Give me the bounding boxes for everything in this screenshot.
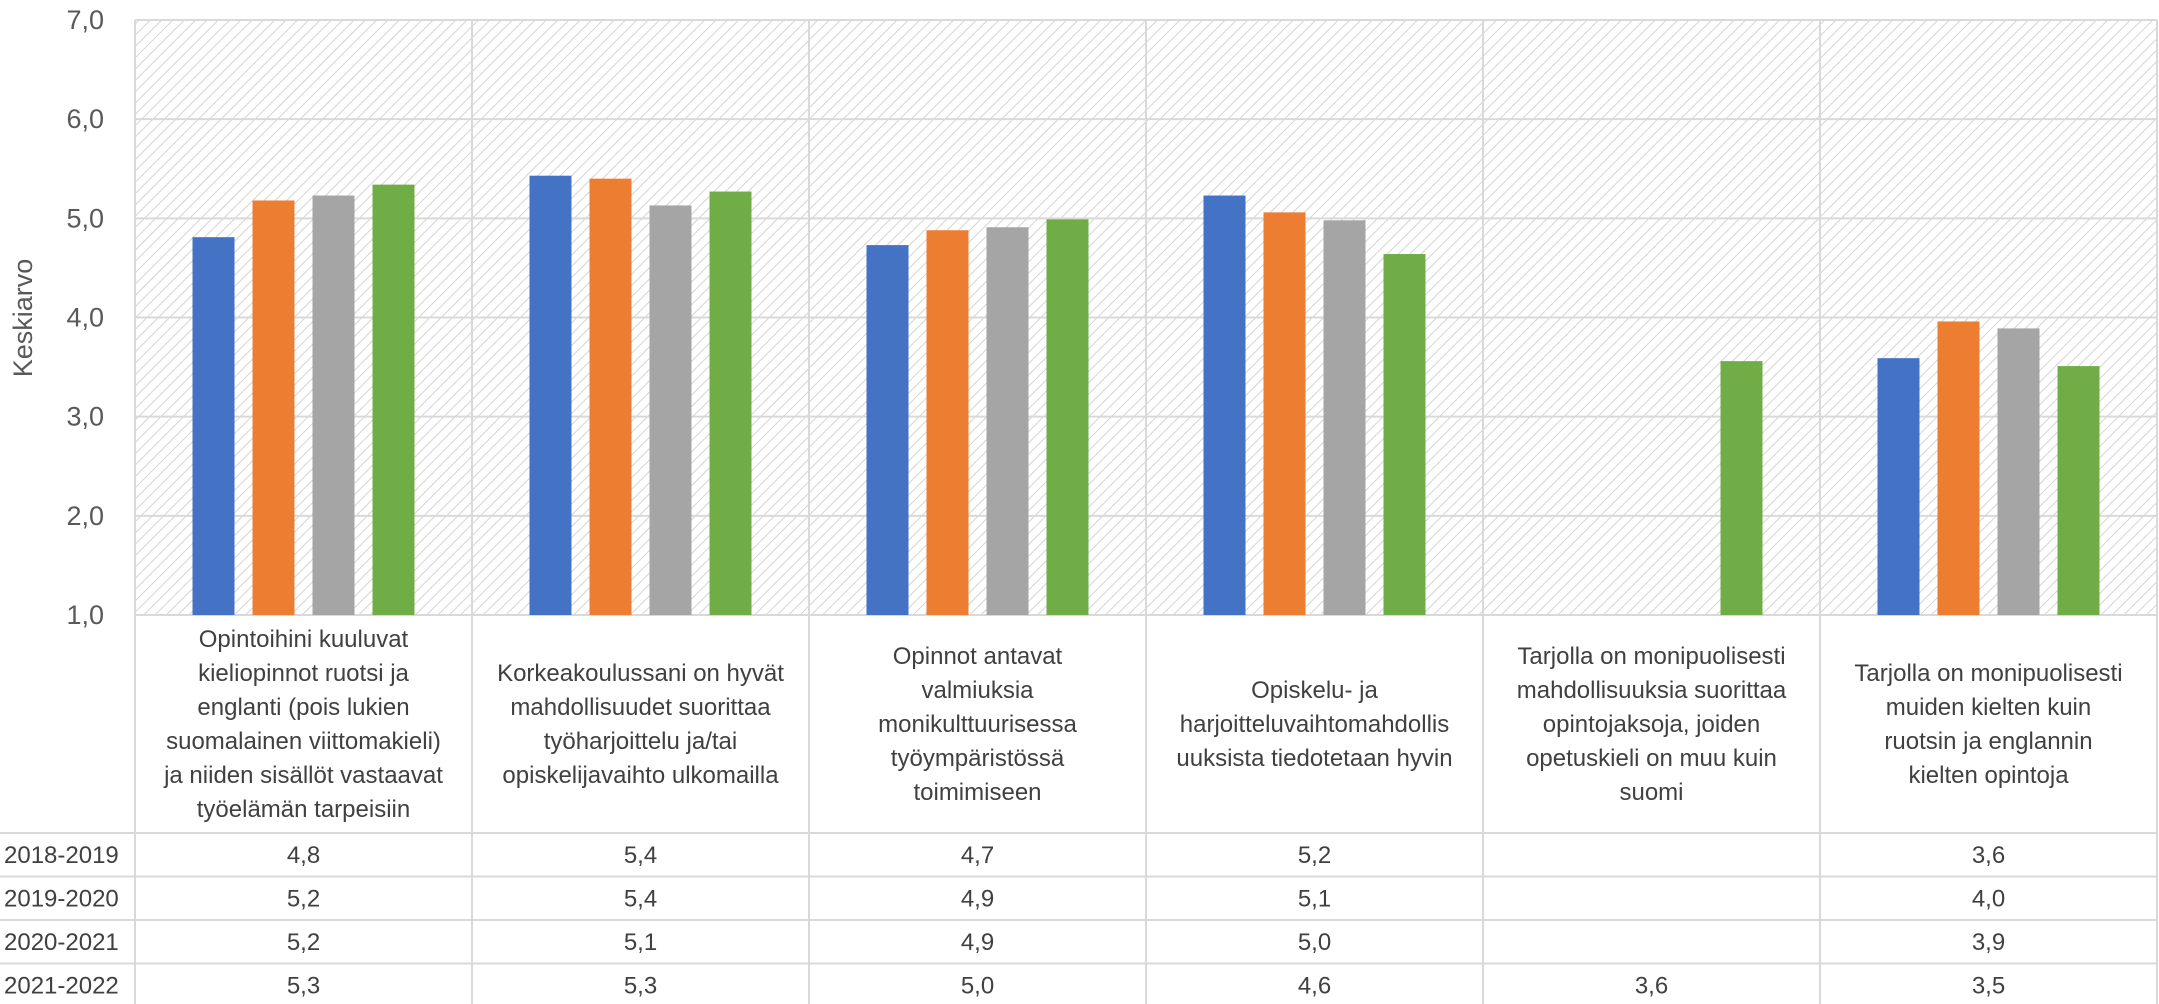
table-cell: 5,1	[624, 929, 657, 956]
table-row-header: 2018-2019	[4, 842, 119, 869]
category-label: Korkeakoulussani on hyvät mahdollisuudet …	[497, 660, 784, 789]
table-cell: 3,9	[1972, 929, 2005, 956]
bar	[709, 191, 752, 615]
bar	[1263, 212, 1306, 615]
y-tick-label: 3,0	[66, 402, 104, 432]
table-cell: 3,6	[1635, 972, 1668, 999]
table-cell: 5,2	[1298, 842, 1331, 869]
table-cell: 4,9	[961, 929, 994, 956]
y-tick-label: 1,0	[66, 600, 104, 630]
bar	[1997, 328, 2040, 615]
bar	[589, 178, 632, 615]
category-label: Tarjolla on monipuolisesti muiden kielten…	[1854, 660, 2122, 789]
table-cell: 5,3	[624, 972, 657, 999]
bar	[2057, 366, 2100, 615]
bar	[1383, 254, 1426, 616]
category-label: Tarjolla on monipuolisesti mahdollisuuksi…	[1517, 643, 1787, 806]
table-cell: 5,0	[1298, 929, 1331, 956]
y-tick-label: 2,0	[66, 501, 104, 531]
bar	[1937, 321, 1980, 615]
table-row: 2018-2019 4,8 5,4 4,7 5,2 3,6	[4, 842, 2005, 869]
table-row: 2020-2021 5,2 5,1 4,9 5,0 3,9	[4, 929, 2005, 956]
table-cell: 4,8	[287, 842, 320, 869]
table-cell: 3,5	[1972, 972, 2005, 999]
bar	[312, 195, 355, 615]
table-row-header: 2021-2022	[4, 972, 119, 999]
table-cell: 5,1	[1298, 885, 1331, 912]
y-tick-label: 4,0	[66, 303, 104, 333]
y-axis: 1,0 2,0 3,0 4,0 5,0 6,0 7,0	[66, 5, 104, 630]
y-tick-label: 7,0	[66, 5, 104, 35]
bar	[529, 175, 572, 616]
table-cell: 5,2	[287, 885, 320, 912]
bar	[1877, 358, 1920, 615]
table-row-header: 2019-2020	[4, 885, 119, 912]
table-cell: 5,3	[287, 972, 320, 999]
category-label: Opinnot antavat valmiuksia monikulttuurise…	[878, 643, 1077, 806]
table-cell: 4,6	[1298, 972, 1331, 999]
table-row-header: 2020-2021	[4, 929, 119, 956]
table-cell: 3,6	[1972, 842, 2005, 869]
category-label: Opintoihini kuuluvat kieliopinnot ruotsi …	[163, 626, 443, 823]
bar	[649, 205, 692, 616]
gridlines	[134, 19, 2158, 1004]
data-table: 2018-2019 4,8 5,4 4,7 5,2 3,6 2019-2020 5,2 5,4 4…	[0, 832, 2157, 999]
table-cell: 5,2	[287, 929, 320, 956]
bar	[252, 200, 295, 615]
y-tick-label: 6,0	[66, 104, 104, 134]
table-cell: 5,0	[961, 972, 994, 999]
table-cell: 4,0	[1972, 885, 2005, 912]
table-row: 2019-2020 5,2 5,4 4,9 5,1 4,0	[4, 885, 2005, 912]
category-labels: Opintoihini kuuluvat kieliopinnot ruotsi …	[163, 626, 2122, 823]
bar	[1203, 195, 1246, 615]
table-cell: 4,7	[961, 842, 994, 869]
y-axis-title: Keskiarvo	[8, 259, 38, 378]
bar	[986, 227, 1029, 615]
table-row: 2021-2022 5,3 5,3 5,0 4,6 3,6 3,5	[4, 972, 2005, 999]
table-cell: 5,4	[624, 842, 657, 869]
bar	[1720, 361, 1763, 615]
bar	[192, 237, 235, 616]
bar-series	[192, 175, 2100, 616]
bar	[1046, 219, 1089, 615]
bar	[926, 230, 969, 615]
bar	[1323, 220, 1366, 616]
bar	[866, 245, 909, 615]
category-label: Opiskelu- ja harjoitteluvaihtomahdollis uu…	[1176, 677, 1452, 772]
y-tick-label: 5,0	[66, 203, 104, 233]
bar	[372, 184, 415, 615]
table-cell: 4,9	[961, 885, 994, 912]
table-cell: 5,4	[624, 885, 657, 912]
